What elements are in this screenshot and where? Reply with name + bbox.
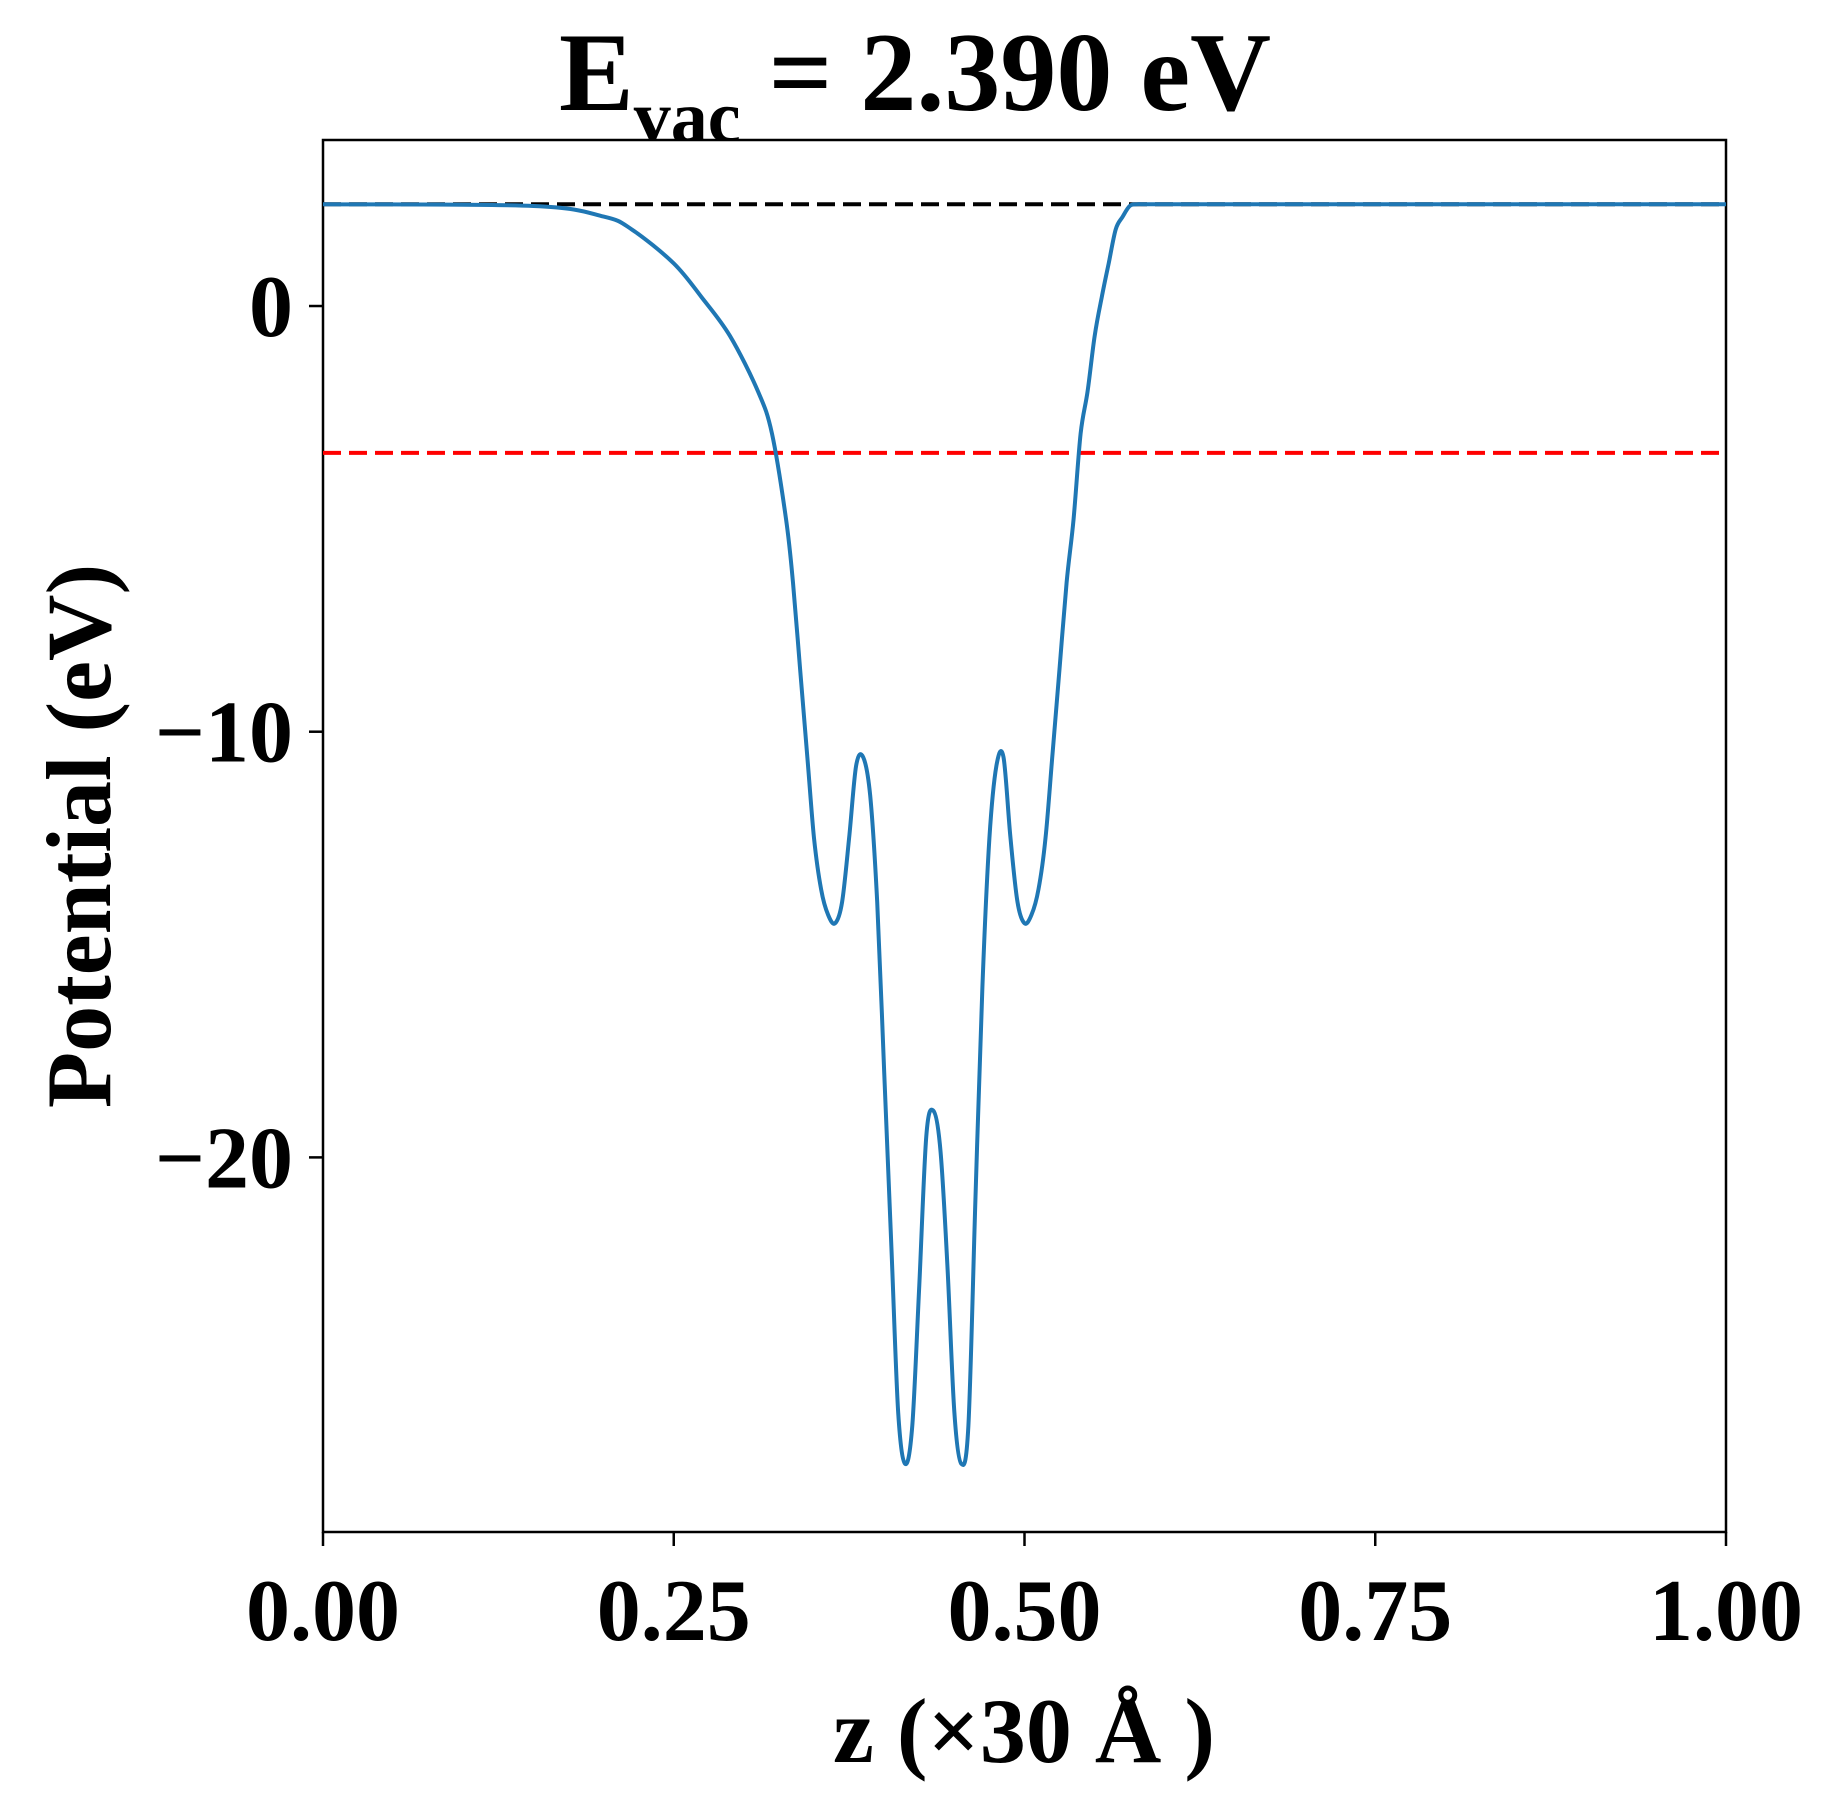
x-tick-label: 0.25 xyxy=(597,1563,751,1660)
chart-title-main: E xyxy=(559,11,634,135)
y-axis-ticks: 0 −10 −20 xyxy=(155,259,323,1207)
x-tick-label: 0.75 xyxy=(1298,1563,1452,1660)
y-tick-label: −20 xyxy=(155,1110,293,1207)
plot-frame xyxy=(321,138,1728,1534)
y-tick-label: 0 xyxy=(249,259,293,356)
series-line-0 xyxy=(322,202,1726,1467)
x-axis-label: z (×30 Å ) xyxy=(833,1680,1215,1782)
x-tick-label: 1.00 xyxy=(1649,1563,1803,1660)
y-tick-label: −10 xyxy=(155,685,293,782)
series-group xyxy=(322,202,1726,1467)
x-axis-ticks: 0.00 0.25 0.50 0.75 1.00 xyxy=(246,1532,1803,1660)
x-tick-label: 0.50 xyxy=(948,1563,1102,1660)
x-tick-label: 0.00 xyxy=(246,1563,400,1660)
chart-title: Evac = 2.390 eV xyxy=(559,11,1271,159)
chart-title-rest: = 2.390 eV xyxy=(741,11,1271,135)
y-axis-label: Potential (eV) xyxy=(28,564,130,1108)
